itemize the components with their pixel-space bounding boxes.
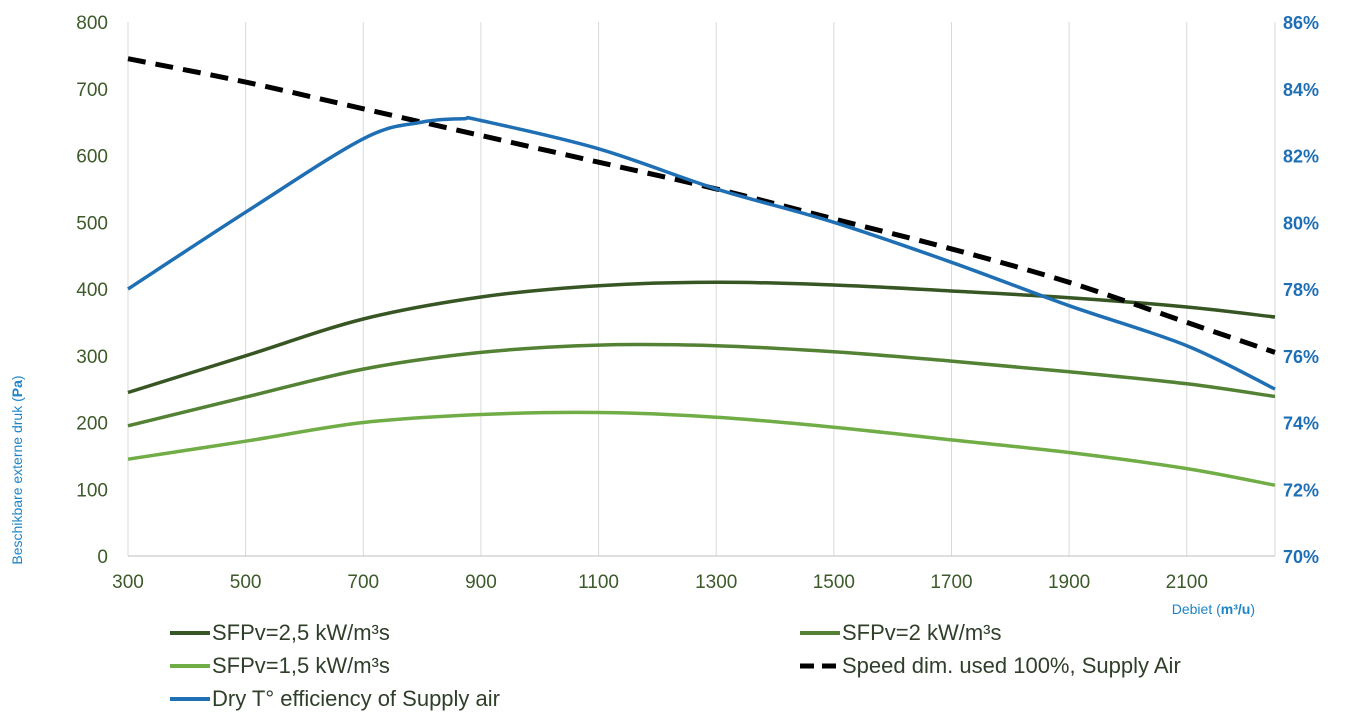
y-left-tick-label: 0 [97,547,108,568]
y-left-tick-label: 300 [76,347,108,368]
legend: SFPv=2,5 kW/m³s SFPv=2 kW/m³s SFPv=1,5 kW/… [170,620,1181,711]
legend-item-sfpv-2-5-kw-m-s: SFPv=2,5 kW/m³s [170,620,390,645]
x-tick-label: 1300 [695,572,737,593]
legend-label: SFPv=2 kW/m³s [842,620,1002,645]
x-tick-label: 300 [112,572,144,593]
series-lines [127,56,1276,487]
y-left-tick-label: 500 [76,213,108,234]
y-left-tick-label: 100 [76,480,108,501]
y-left-tick-label: 800 [76,13,108,34]
x-tick-label: 1900 [1048,572,1090,593]
x-tick-label: 1500 [813,572,855,593]
y-right-tick-label: 74% [1283,414,1319,434]
y-left-tick-label: 700 [76,80,108,101]
legend-label: SFPv=2,5 kW/m³s [212,620,390,645]
legend-item-speed-dim-used-100-supply-air: Speed dim. used 100%, Supply Air [800,653,1181,678]
series-line-sfpv-2-5-kw-m-s [127,280,1276,395]
y-right-tick-label: 78% [1283,280,1319,300]
y-axis-label: Beschikbare externe druk (Pa) [9,375,25,564]
legend-item-dry-t-efficiency-of-supply-air: Dry T° efficiency of Supply air [170,686,500,711]
legend-item-sfpv-1-5-kw-m-s: SFPv=1,5 kW/m³s [170,653,390,678]
legend-item-sfpv-2-kw-m-s: SFPv=2 kW/m³s [800,620,1002,645]
y-right-tick-label: 70% [1283,547,1319,567]
legend-label: Speed dim. used 100%, Supply Air [842,653,1181,678]
grid [127,22,1276,557]
y-right-tick-label: 80% [1283,213,1319,233]
x-tick-label: 1100 [578,572,619,593]
y-right-tick-label: 72% [1283,480,1319,500]
series-line-sfpv-1-5-kw-m-s [127,410,1276,487]
y-left-tick-label: 400 [76,280,108,301]
y-right-tick-label: 86% [1283,13,1319,33]
tick-labels: 300 500 700 900 1100 1300 1500 1700 1900 2100 0 100… [76,13,1319,593]
x-axis-label: Debiet (m³/u) [1172,601,1255,617]
x-tick-label: 700 [347,572,379,593]
x-tick-label: 1700 [930,572,972,593]
x-tick-label: 900 [465,572,497,593]
x-tick-label: 500 [230,572,262,593]
series-line-dry-t-efficiency-of-supply-air [127,115,1276,391]
y-left-tick-label: 600 [76,147,108,168]
legend-label: SFPv=1,5 kW/m³s [212,653,390,678]
series-line-sfpv-2-kw-m-s [127,342,1276,428]
y-right-tick-label: 84% [1283,80,1319,100]
y-right-tick-label: 76% [1283,347,1319,367]
series-line-speed-dim-used-100-supply-air [127,56,1276,355]
y-right-tick-label: 82% [1283,147,1319,167]
legend-label: Dry T° efficiency of Supply air [212,686,500,711]
y-left-tick-label: 200 [76,414,108,435]
x-tick-label: 2100 [1166,572,1208,593]
